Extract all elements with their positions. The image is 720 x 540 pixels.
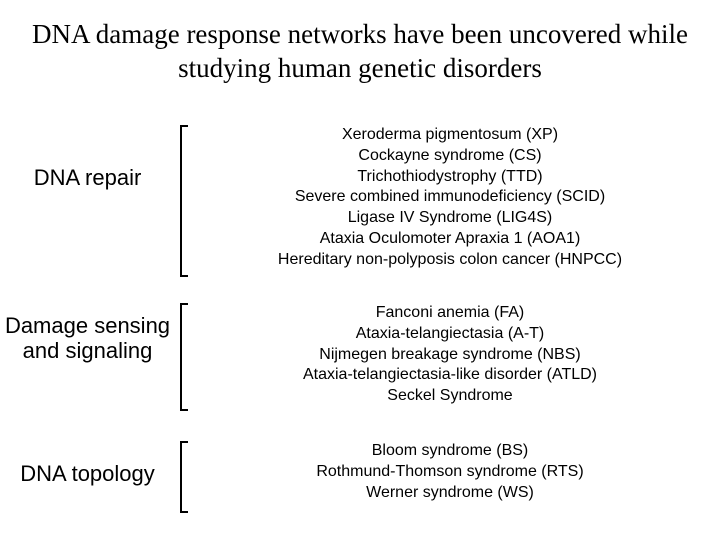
disease-item: Ataxia Oculomoter Apraxia 1 (AOA1) <box>200 229 700 250</box>
disease-item: Fanconi anemia (FA) <box>200 303 700 324</box>
disease-item: Xeroderma pigmentosum (XP) <box>200 125 700 146</box>
category-label: DNA repair <box>0 165 175 190</box>
section-row: Damage sensing and signaling Fanconi ane… <box>0 303 720 423</box>
content-area: DNA repair Xeroderma pigmentosum (XP) Co… <box>0 125 720 539</box>
disease-list: Fanconi anemia (FA) Ataxia-telangiectasi… <box>200 303 700 407</box>
bracket-icon <box>180 441 182 513</box>
disease-item: Ataxia-telangiectasia (A-T) <box>200 324 700 345</box>
disease-item: Cockayne syndrome (CS) <box>200 146 700 167</box>
disease-item: Seckel Syndrome <box>200 386 700 407</box>
disease-item: Werner syndrome (WS) <box>200 483 700 504</box>
disease-item: Trichothiodystrophy (TTD) <box>200 167 700 188</box>
category-label: DNA topology <box>0 461 175 486</box>
section-row: DNA topology Bloom syndrome (BS) Rothmun… <box>0 441 720 521</box>
disease-item: Ataxia-telangiectasia-like disorder (ATL… <box>200 365 700 386</box>
disease-item: Rothmund-Thomson syndrome (RTS) <box>200 462 700 483</box>
section-row: DNA repair Xeroderma pigmentosum (XP) Co… <box>0 125 720 285</box>
disease-item: Severe combined immunodeficiency (SCID) <box>200 187 700 208</box>
disease-list: Xeroderma pigmentosum (XP) Cockayne synd… <box>200 125 700 271</box>
disease-item: Bloom syndrome (BS) <box>200 441 700 462</box>
category-label: Damage sensing and signaling <box>0 313 175 364</box>
disease-item: Ligase IV Syndrome (LIG4S) <box>200 208 700 229</box>
slide-title: DNA damage response networks have been u… <box>0 0 720 96</box>
bracket-icon <box>180 125 182 277</box>
bracket-icon <box>180 303 182 411</box>
slide: DNA damage response networks have been u… <box>0 0 720 540</box>
disease-list: Bloom syndrome (BS) Rothmund-Thomson syn… <box>200 441 700 503</box>
disease-item: Hereditary non-polyposis colon cancer (H… <box>200 250 700 271</box>
disease-item: Nijmegen breakage syndrome (NBS) <box>200 345 700 366</box>
